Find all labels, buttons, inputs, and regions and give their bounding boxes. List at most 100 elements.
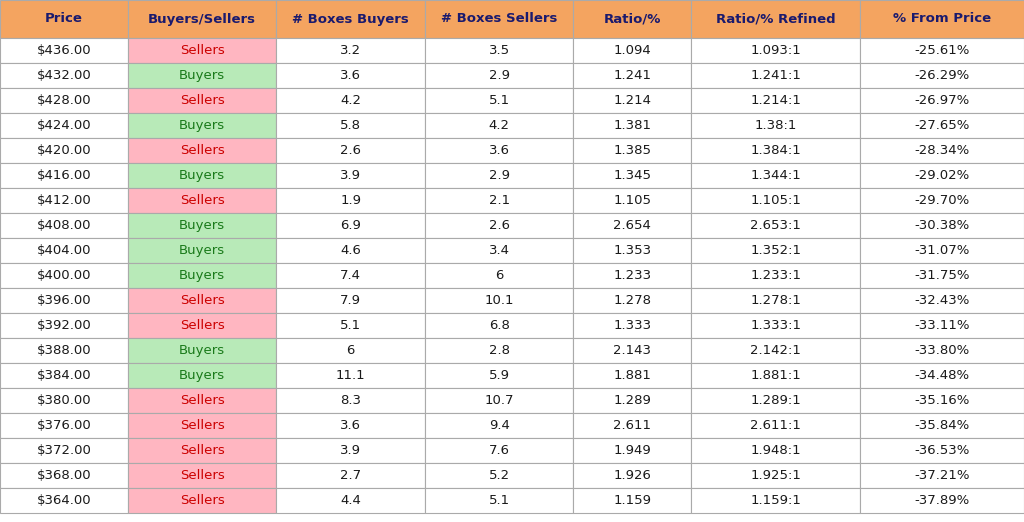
Bar (0, 363, 128, 388)
Bar (860, 288, 1024, 313)
Bar (276, 163, 425, 188)
Text: 6: 6 (495, 269, 504, 282)
Bar (128, 188, 276, 213)
Text: -26.97%: -26.97% (914, 94, 970, 107)
Bar (573, 63, 691, 88)
Bar (860, 163, 1024, 188)
Bar (691, 188, 860, 213)
Text: 4.6: 4.6 (340, 244, 361, 257)
Bar (128, 213, 276, 238)
Text: 5.1: 5.1 (488, 494, 510, 507)
Text: $400.00: $400.00 (37, 269, 91, 282)
Bar (860, 388, 1024, 413)
Bar (425, 288, 573, 313)
Text: Sellers: Sellers (180, 144, 224, 157)
Text: 1.233:1: 1.233:1 (751, 269, 801, 282)
Bar (691, 313, 860, 338)
Bar (425, 188, 573, 213)
Bar (0, 238, 128, 263)
Text: -27.65%: -27.65% (914, 119, 970, 132)
Bar (128, 0, 276, 38)
Bar (425, 238, 573, 263)
Bar (425, 88, 573, 113)
Text: 1.289: 1.289 (613, 394, 651, 407)
Bar (276, 263, 425, 288)
Text: $368.00: $368.00 (37, 469, 91, 482)
Text: -31.75%: -31.75% (914, 269, 970, 282)
Bar (425, 313, 573, 338)
Bar (691, 138, 860, 163)
Bar (276, 88, 425, 113)
Text: -37.89%: -37.89% (914, 494, 970, 507)
Bar (276, 288, 425, 313)
Bar (573, 113, 691, 138)
Bar (0, 0, 128, 38)
Bar (425, 338, 573, 363)
Text: 3.2: 3.2 (340, 44, 361, 57)
Bar (860, 413, 1024, 438)
Bar (573, 438, 691, 463)
Text: 4.2: 4.2 (340, 94, 361, 107)
Text: Ratio/% Refined: Ratio/% Refined (716, 13, 836, 26)
Bar (0, 438, 128, 463)
Bar (276, 63, 425, 88)
Text: 2.7: 2.7 (340, 469, 361, 482)
Bar (425, 488, 573, 513)
Bar (425, 63, 573, 88)
Text: $396.00: $396.00 (37, 294, 91, 307)
Text: 2.9: 2.9 (488, 69, 510, 82)
Text: $424.00: $424.00 (37, 119, 91, 132)
Bar (0, 288, 128, 313)
Text: 10.7: 10.7 (484, 394, 514, 407)
Bar (276, 138, 425, 163)
Bar (425, 163, 573, 188)
Text: 1.352:1: 1.352:1 (751, 244, 801, 257)
Text: 1.384:1: 1.384:1 (751, 144, 801, 157)
Bar (573, 138, 691, 163)
Bar (425, 388, 573, 413)
Bar (573, 363, 691, 388)
Text: 1.333:1: 1.333:1 (751, 319, 801, 332)
Text: Buyers: Buyers (179, 119, 225, 132)
Text: -28.34%: -28.34% (914, 144, 970, 157)
Bar (128, 113, 276, 138)
Text: -25.61%: -25.61% (914, 44, 970, 57)
Bar (425, 438, 573, 463)
Text: $388.00: $388.00 (37, 344, 91, 357)
Text: Sellers: Sellers (180, 319, 224, 332)
Bar (860, 338, 1024, 363)
Text: Sellers: Sellers (180, 194, 224, 207)
Text: -26.29%: -26.29% (914, 69, 970, 82)
Text: $364.00: $364.00 (37, 494, 91, 507)
Text: $420.00: $420.00 (37, 144, 91, 157)
Bar (0, 263, 128, 288)
Bar (691, 0, 860, 38)
Bar (0, 138, 128, 163)
Bar (425, 463, 573, 488)
Text: 1.278:1: 1.278:1 (751, 294, 801, 307)
Text: 1.344:1: 1.344:1 (751, 169, 801, 182)
Bar (0, 88, 128, 113)
Bar (860, 438, 1024, 463)
Bar (860, 488, 1024, 513)
Text: 3.9: 3.9 (340, 169, 361, 182)
Bar (691, 88, 860, 113)
Bar (0, 38, 128, 63)
Bar (860, 113, 1024, 138)
Bar (691, 438, 860, 463)
Text: 1.925:1: 1.925:1 (751, 469, 801, 482)
Text: -35.84%: -35.84% (914, 419, 970, 432)
Text: 1.353: 1.353 (613, 244, 651, 257)
Text: -34.48%: -34.48% (914, 369, 970, 382)
Text: 1.385: 1.385 (613, 144, 651, 157)
Text: $436.00: $436.00 (37, 44, 91, 57)
Bar (425, 38, 573, 63)
Text: Sellers: Sellers (180, 294, 224, 307)
Bar (573, 163, 691, 188)
Text: Sellers: Sellers (180, 44, 224, 57)
Bar (860, 188, 1024, 213)
Bar (0, 338, 128, 363)
Bar (276, 238, 425, 263)
Text: Buyers: Buyers (179, 244, 225, 257)
Bar (276, 363, 425, 388)
